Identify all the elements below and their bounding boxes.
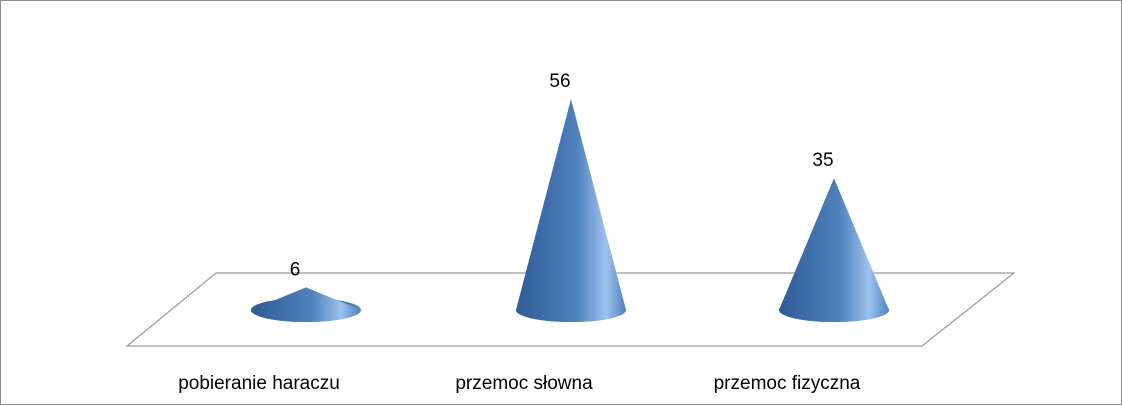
cone-bar bbox=[251, 287, 361, 322]
floor-plane bbox=[125, 272, 1016, 347]
data-label: 6 bbox=[290, 259, 301, 280]
category-label: pobieranie haraczu bbox=[178, 373, 340, 394]
cone-body bbox=[516, 99, 626, 322]
data-label: 56 bbox=[549, 71, 570, 92]
cone-body bbox=[251, 287, 361, 322]
cone-body bbox=[779, 178, 889, 322]
category-label: przemoc słowna bbox=[455, 373, 593, 394]
cone-bar bbox=[516, 99, 626, 322]
category-label: przemoc fizyczna bbox=[714, 373, 861, 394]
cone-bar bbox=[779, 178, 889, 322]
data-label: 35 bbox=[812, 150, 833, 171]
